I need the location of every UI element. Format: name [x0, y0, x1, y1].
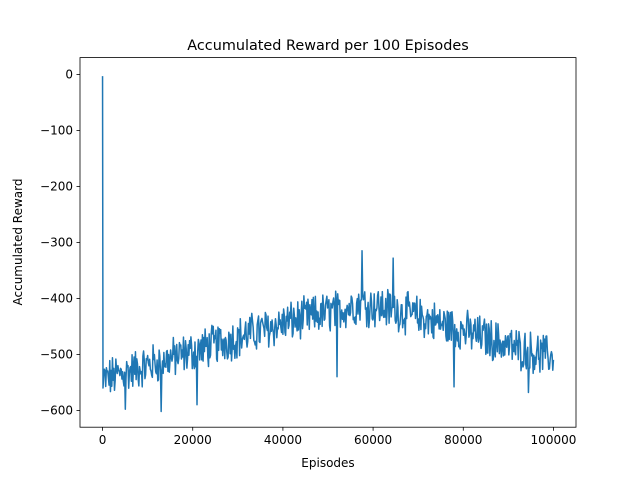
y-tick-label: −300 — [40, 236, 73, 250]
x-tick-label: 40000 — [264, 433, 302, 447]
x-axis-ticks: 0 20000 40000 60000 80000 100000 — [99, 427, 577, 447]
chart-title: Accumulated Reward per 100 Episodes — [187, 38, 468, 54]
y-axis-ticks: 0 −100 −200 −300 −400 −500 −600 — [40, 68, 80, 418]
x-tick-label: 80000 — [444, 433, 482, 447]
y-tick-label: −200 — [40, 180, 73, 194]
x-tick-label: 0 — [99, 433, 107, 447]
y-tick-label: −600 — [40, 404, 73, 418]
x-tick-label: 20000 — [174, 433, 212, 447]
y-tick-label: −100 — [40, 124, 73, 138]
y-tick-label: 0 — [65, 68, 73, 82]
plot-layer — [101, 76, 555, 413]
plot-frame — [79, 57, 577, 428]
x-tick-label: 100000 — [531, 433, 577, 447]
series-line — [101, 76, 555, 413]
y-axis-label: Accumulated Reward — [11, 179, 25, 306]
x-tick-label: 60000 — [354, 433, 392, 447]
x-axis-label: Episodes — [301, 456, 354, 470]
y-tick-label: −500 — [40, 348, 73, 362]
y-tick-label: −400 — [40, 292, 73, 306]
